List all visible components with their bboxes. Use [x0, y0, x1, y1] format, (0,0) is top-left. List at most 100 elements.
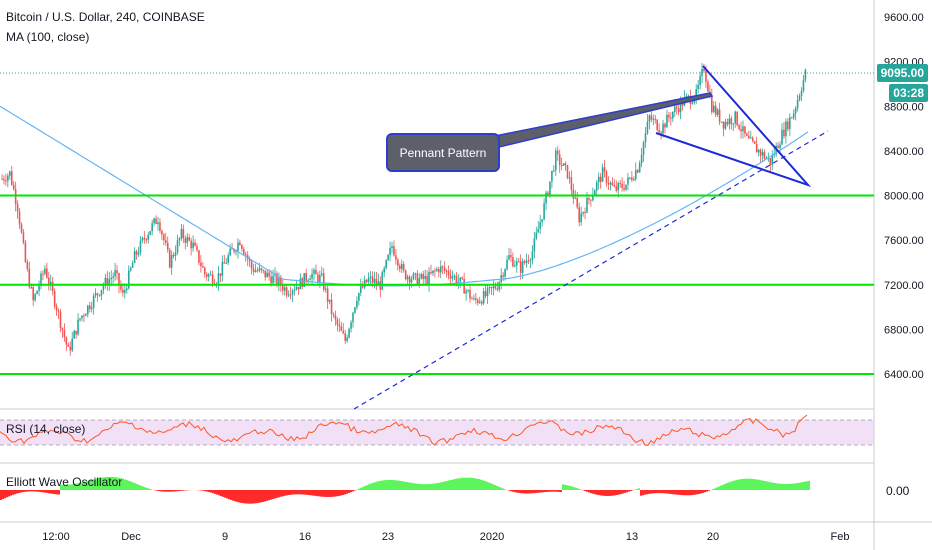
- candle-body: [523, 261, 526, 263]
- candle-body: [617, 183, 619, 191]
- candle-body: [543, 203, 545, 220]
- candle-body: [445, 270, 448, 272]
- time-tick-label: 12:00: [42, 531, 70, 543]
- candle-body: [658, 130, 660, 133]
- ewo-bar: [776, 483, 778, 490]
- candle-body: [369, 276, 372, 278]
- ewo-bar: [638, 488, 640, 490]
- ewo-bar: [650, 490, 652, 494]
- ewo-bar: [640, 490, 642, 496]
- candle-body: [120, 285, 122, 290]
- ewo-bar: [92, 479, 94, 490]
- candle-body: [740, 129, 742, 132]
- ewo-bar: [252, 490, 254, 504]
- candle-body: [387, 255, 389, 261]
- ewo-bar: [624, 490, 626, 493]
- support-lines: [0, 194, 874, 375]
- ewo-bar: [40, 490, 42, 493]
- ewo-bar: [610, 490, 612, 496]
- ewo-bar: [438, 482, 440, 490]
- candle-body: [112, 276, 114, 278]
- ewo-bar: [42, 490, 44, 493]
- ewo-bar: [66, 484, 68, 490]
- candle-body: [790, 117, 793, 119]
- ewo-bar: [338, 490, 340, 496]
- candle-body: [42, 273, 44, 275]
- ewo-bar: [524, 490, 526, 494]
- candle-body: [714, 105, 717, 115]
- rsi-label[interactable]: RSI (14, close): [6, 422, 86, 436]
- pennant-pattern-callout[interactable]: Pennant Pattern: [386, 133, 500, 172]
- candle-body: [730, 118, 733, 125]
- ewo-bar: [490, 483, 492, 490]
- candle-body: [176, 240, 179, 253]
- candle-body: [711, 95, 713, 113]
- ewo-bar: [80, 482, 82, 490]
- candle-body: [377, 281, 380, 285]
- ewo-bar: [406, 482, 408, 490]
- ewo-label[interactable]: Elliott Wave Oscillator: [6, 475, 123, 489]
- ewo-bar: [758, 479, 760, 490]
- ewo-bar: [526, 490, 528, 494]
- ewo-bar: [140, 485, 142, 490]
- candle-body: [504, 269, 506, 277]
- candle-body: [221, 261, 224, 276]
- candle-body: [260, 268, 263, 270]
- ewo-bar: [500, 487, 502, 490]
- ewo-bar: [654, 490, 656, 494]
- candle-body: [789, 117, 791, 130]
- pennant-pattern[interactable]: [655, 65, 812, 188]
- candle-body: [338, 324, 341, 327]
- rsi-band: [0, 420, 874, 445]
- candlestick-series: [1, 63, 807, 356]
- ewo-bar: [670, 490, 672, 494]
- candle-body: [438, 269, 440, 273]
- candle-body: [24, 242, 27, 262]
- ewo-bar: [38, 490, 40, 492]
- candle-body: [580, 213, 582, 223]
- candle-body: [192, 242, 194, 249]
- ewo-bar: [30, 490, 32, 492]
- ewo-bar: [222, 490, 224, 497]
- ewo-bar: [282, 490, 284, 497]
- price-tick-label: 6800.00: [884, 324, 924, 336]
- candle-body: [340, 326, 343, 331]
- ma-indicator-label[interactable]: MA (100, close): [6, 30, 90, 44]
- ewo-bar: [214, 490, 216, 494]
- candle-body: [627, 177, 629, 185]
- ewo-bar: [290, 490, 292, 495]
- ewo-bar: [90, 479, 92, 490]
- candle-body: [514, 265, 516, 267]
- candle-body: [517, 261, 520, 263]
- candle-body: [545, 192, 547, 204]
- dashed-trendline[interactable]: [353, 130, 829, 410]
- candle-body: [1, 178, 3, 180]
- ewo-bar: [136, 483, 138, 490]
- ewo-bar: [22, 490, 24, 493]
- moving-average-line: [0, 105, 809, 287]
- candle-body: [180, 228, 183, 239]
- ewo-bar: [530, 490, 532, 494]
- candle-body: [750, 137, 752, 139]
- ewo-bar: [142, 486, 144, 490]
- ewo-bar: [546, 490, 548, 492]
- candle-body: [629, 177, 631, 179]
- candle-body: [200, 262, 202, 267]
- candle-body: [648, 115, 651, 122]
- candle-body: [498, 281, 501, 290]
- candle-body: [555, 150, 557, 171]
- candle-body: [537, 228, 540, 233]
- ewo-bar: [552, 490, 554, 492]
- candle-body: [724, 121, 727, 129]
- ewo-bar: [344, 490, 346, 495]
- price-tick-label: 8000.00: [884, 191, 924, 203]
- candle-body: [287, 294, 290, 296]
- candle-body: [313, 269, 315, 274]
- candle-body: [748, 135, 750, 139]
- candle-body: [319, 275, 321, 282]
- ewo-bar: [534, 490, 536, 494]
- candle-body: [586, 197, 588, 213]
- candle-body: [46, 268, 48, 278]
- ewo-bar: [544, 490, 546, 493]
